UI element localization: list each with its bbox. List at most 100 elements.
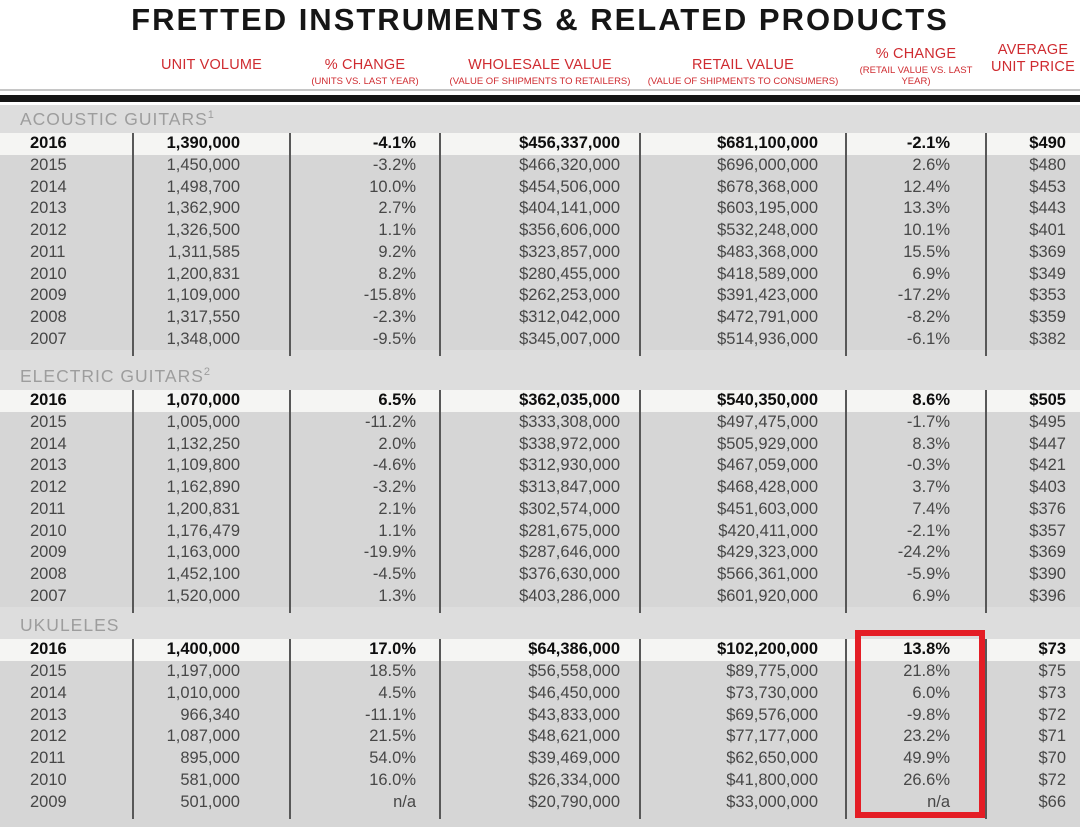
table-row: 2014 1,010,000 4.5% $46,450,000 $73,730,000 6… — [0, 683, 1080, 705]
cell-unit-volume: 1,450,000 — [166, 156, 240, 175]
table-row: 2010 581,000 16.0% $26,334,000 $41,800,000 26… — [0, 770, 1080, 792]
table-row: 2007 1,520,000 1.3% $403,286,000 $601,920,00… — [0, 585, 1080, 607]
cell-avg-unit-price: $390 — [1029, 564, 1066, 583]
cell-unit-volume: 1,317,550 — [166, 307, 240, 326]
cell-wholesale-value: $356,606,000 — [519, 221, 620, 240]
cell-unit-volume: 1,390,000 — [166, 134, 240, 153]
cell-year: 2009 — [30, 543, 67, 562]
table-row: 2008 1,452,100 -4.5% $376,630,000 $566,361,0… — [0, 564, 1080, 586]
column-divider — [132, 133, 134, 356]
table-row: 2016 1,390,000 -4.1% $456,337,000 $681,100,0… — [0, 133, 1080, 155]
cell-pct-change-units: n/a — [393, 792, 416, 811]
column-header-label: UNIT VOLUME — [160, 57, 263, 73]
column-divider — [289, 390, 291, 613]
cell-wholesale-value: $362,035,000 — [519, 391, 620, 410]
cell-avg-unit-price: $495 — [1029, 413, 1066, 432]
cell-unit-volume: 1,070,000 — [166, 391, 240, 410]
cell-year: 2007 — [30, 329, 67, 348]
table-row: 2012 1,162,890 -3.2% $313,847,000 $468,428,0… — [0, 477, 1080, 499]
cell-wholesale-value: $280,455,000 — [519, 264, 620, 283]
section-rows-electric-guitars: 2016 1,070,000 6.5% $362,035,000 $540,350,00… — [0, 390, 1080, 613]
table-row: 2013 966,340 -11.1% $43,833,000 $69,576,000 -… — [0, 704, 1080, 726]
cell-wholesale-value: $43,833,000 — [528, 705, 620, 724]
cell-wholesale-value: $46,450,000 — [528, 683, 620, 702]
cell-pct-change-units: 2.0% — [378, 434, 416, 453]
cell-unit-volume: 1,132,250 — [166, 434, 240, 453]
cell-unit-volume: 1,452,100 — [166, 564, 240, 583]
header-rule-thin — [0, 89, 1080, 91]
cell-pct-change-units: 2.1% — [378, 499, 416, 518]
cell-retail-value: $566,361,000 — [717, 564, 818, 583]
cell-pct-change-retail: -8.2% — [906, 307, 950, 326]
cell-year: 2011 — [30, 499, 66, 518]
cell-pct-change-retail: 6.0% — [912, 683, 950, 702]
column-header-label: AVERAGE UNIT PRICE — [991, 42, 1075, 75]
cell-pct-change-retail: -2.1% — [906, 134, 950, 153]
table-row: 2011 1,200,831 2.1% $302,574,000 $451,603,00… — [0, 499, 1080, 521]
column-header-label: % CHANGE — [324, 57, 406, 73]
cell-pct-change-units: -11.2% — [364, 413, 416, 432]
cell-pct-change-retail: -24.2% — [897, 543, 950, 562]
table-row: 2012 1,326,500 1.1% $356,606,000 $532,248,00… — [0, 220, 1080, 242]
section-rows-ukuleles: 2016 1,400,000 17.0% $64,386,000 $102,200,00… — [0, 639, 1080, 819]
cell-avg-unit-price: $72 — [1038, 705, 1066, 724]
cell-avg-unit-price: $480 — [1029, 156, 1066, 175]
table-row: 2015 1,450,000 -3.2% $466,320,000 $696,000,0… — [0, 155, 1080, 177]
cell-wholesale-value: $20,790,000 — [528, 792, 620, 811]
cell-avg-unit-price: $72 — [1038, 770, 1066, 789]
cell-retail-value: $540,350,000 — [717, 391, 818, 410]
cell-pct-change-units: 18.5% — [369, 662, 416, 681]
column-divider — [132, 390, 134, 613]
cell-avg-unit-price: $396 — [1029, 586, 1066, 605]
cell-year: 2012 — [30, 478, 67, 497]
cell-retail-value: $420,411,000 — [718, 521, 818, 540]
cell-avg-unit-price: $490 — [1029, 134, 1066, 153]
cell-unit-volume: 1,109,800 — [166, 456, 240, 475]
cell-unit-volume: 1,348,000 — [166, 329, 240, 348]
cell-avg-unit-price: $505 — [1029, 391, 1066, 410]
cell-pct-change-units: -19.9% — [363, 543, 416, 562]
cell-avg-unit-price: $75 — [1038, 662, 1066, 681]
cell-unit-volume: 1,498,700 — [166, 177, 240, 196]
column-headers: UNIT VOLUME % CHANGE (UNITS VS. LAST YEA… — [0, 38, 1080, 90]
cell-pct-change-units: -4.1% — [372, 134, 416, 153]
cell-year: 2013 — [30, 456, 67, 475]
cell-unit-volume: 1,520,000 — [166, 586, 240, 605]
cell-avg-unit-price: $447 — [1029, 434, 1066, 453]
cell-pct-change-retail: 49.9% — [903, 749, 950, 768]
cell-pct-change-retail: 7.4% — [912, 499, 950, 518]
column-divider — [985, 390, 987, 613]
cell-year: 2008 — [30, 307, 67, 326]
section-title: ACOUSTIC GUITARS1 — [20, 109, 215, 129]
cell-pct-change-units: 9.2% — [378, 242, 416, 261]
table-row: 2009 1,109,000 -15.8% $262,253,000 $391,423,… — [0, 285, 1080, 307]
cell-unit-volume: 1,176,479 — [166, 521, 240, 540]
column-header-pct-change-units: % CHANGE (UNITS VS. LAST YEAR) — [290, 38, 440, 90]
table-row: 2011 1,311,585 9.2% $323,857,000 $483,368,00… — [0, 242, 1080, 264]
cell-retail-value: $69,576,000 — [726, 705, 818, 724]
cell-wholesale-value: $323,857,000 — [519, 242, 620, 261]
section-gap — [0, 607, 1080, 618]
column-divider — [845, 390, 847, 613]
column-divider — [132, 639, 134, 819]
cell-pct-change-units: -4.5% — [372, 564, 416, 583]
cell-pct-change-retail: 8.3% — [912, 434, 950, 453]
cell-year: 2011 — [30, 749, 66, 768]
cell-retail-value: $603,195,000 — [717, 199, 818, 218]
footnote-marker: 2 — [203, 366, 212, 379]
column-header-label: RETAIL VALUE — [691, 57, 795, 73]
cell-retail-value: $41,800,000 — [726, 770, 818, 789]
cell-unit-volume: 1,197,000 — [166, 662, 240, 681]
cell-pct-change-units: 4.5% — [378, 683, 416, 702]
cell-year: 2013 — [30, 199, 67, 218]
cell-pct-change-units: 17.0% — [369, 640, 416, 659]
cell-unit-volume: 1,005,000 — [166, 413, 240, 432]
column-divider — [845, 133, 847, 356]
table-row: 2010 1,200,831 8.2% $280,455,000 $418,589,00… — [0, 263, 1080, 285]
cell-pct-change-retail: -17.2% — [897, 286, 950, 305]
cell-pct-change-retail: -9.8% — [906, 705, 950, 724]
cell-wholesale-value: $376,630,000 — [519, 564, 620, 583]
table-row: 2009 1,163,000 -19.9% $287,646,000 $429,323,… — [0, 542, 1080, 564]
column-header-sublabel: (RETAIL VALUE VS. LAST YEAR) — [859, 65, 973, 87]
